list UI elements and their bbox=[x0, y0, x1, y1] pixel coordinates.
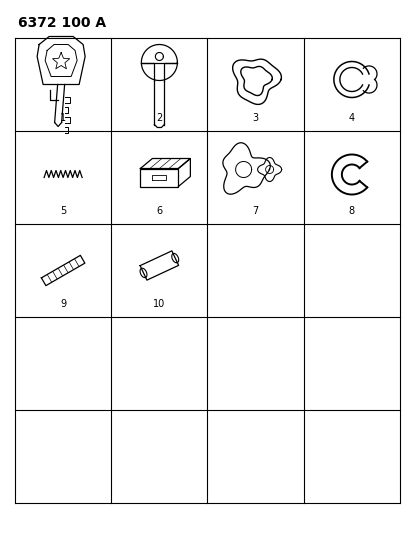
Text: 4: 4 bbox=[348, 113, 354, 123]
Text: 7: 7 bbox=[252, 206, 258, 216]
Text: 10: 10 bbox=[153, 299, 165, 309]
Text: 9: 9 bbox=[60, 299, 66, 309]
Bar bbox=[140, 168, 178, 187]
Text: 5: 5 bbox=[60, 206, 66, 216]
Text: 3: 3 bbox=[252, 113, 258, 123]
Text: 2: 2 bbox=[156, 113, 162, 123]
Text: 1: 1 bbox=[60, 113, 66, 123]
Text: 6: 6 bbox=[156, 206, 162, 216]
Text: 6372 100 A: 6372 100 A bbox=[18, 16, 106, 30]
Text: 8: 8 bbox=[348, 206, 354, 216]
